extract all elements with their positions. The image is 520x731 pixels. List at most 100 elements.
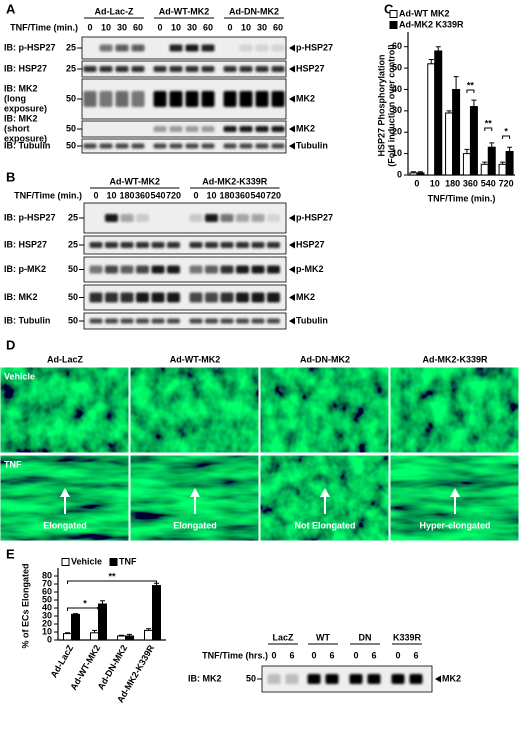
band bbox=[131, 66, 145, 72]
arrow-head bbox=[289, 95, 295, 103]
lane-label: 6 bbox=[289, 650, 294, 660]
blot-strip bbox=[81, 120, 287, 138]
band bbox=[205, 265, 218, 274]
error-bar bbox=[127, 633, 132, 636]
lane-label: 0 bbox=[157, 22, 162, 32]
bar bbox=[452, 88, 461, 176]
band bbox=[409, 674, 423, 684]
arrow-head bbox=[289, 317, 295, 325]
band bbox=[220, 318, 234, 324]
error-bar bbox=[65, 632, 70, 634]
arrow-head bbox=[450, 488, 460, 497]
lane-label: 60 bbox=[203, 22, 213, 32]
bar bbox=[445, 112, 454, 176]
band bbox=[189, 318, 203, 324]
mw-label: 50 bbox=[68, 292, 78, 302]
band bbox=[120, 265, 134, 274]
antibody-label: IB: p-HSP27 bbox=[4, 42, 56, 52]
lane-label: 10 bbox=[101, 22, 111, 32]
target-label: Tubulin bbox=[296, 140, 328, 150]
error-bar bbox=[500, 161, 506, 165]
band bbox=[205, 214, 218, 222]
group-label: Ad-WT-MK2 bbox=[159, 6, 210, 16]
x-tick-label: Ad-LacZ bbox=[49, 643, 76, 680]
band bbox=[136, 242, 149, 248]
band bbox=[220, 242, 234, 248]
band bbox=[189, 292, 203, 303]
micrograph-frame bbox=[129, 454, 260, 542]
mw-label: 50 bbox=[246, 673, 256, 683]
mw-label: 50 bbox=[68, 315, 78, 325]
band bbox=[105, 265, 118, 274]
band bbox=[99, 66, 113, 72]
mw-label: 25 bbox=[68, 239, 78, 249]
antibody-label: IB: HSP27 bbox=[4, 63, 47, 73]
band bbox=[271, 44, 285, 52]
significance-label: ** bbox=[467, 80, 475, 90]
band bbox=[120, 214, 134, 222]
band bbox=[131, 44, 145, 52]
error-bar bbox=[453, 76, 459, 90]
bar bbox=[434, 50, 443, 176]
legend-label: Ad-MK2 K339R bbox=[399, 19, 464, 29]
lane-label: 10 bbox=[171, 22, 181, 32]
bar bbox=[117, 635, 126, 641]
y-tick-label: 30 bbox=[392, 105, 402, 115]
lane-label: 0 bbox=[193, 190, 198, 200]
band bbox=[201, 91, 215, 107]
micrograph-frame bbox=[389, 454, 520, 542]
band bbox=[220, 292, 234, 303]
band bbox=[267, 292, 280, 303]
band bbox=[151, 242, 165, 248]
band bbox=[153, 91, 167, 107]
lane-label: 0 bbox=[353, 650, 358, 660]
error-bar bbox=[100, 600, 105, 604]
lane-label: 540 bbox=[250, 190, 265, 200]
band bbox=[267, 214, 280, 222]
mw-label: 50 bbox=[66, 93, 76, 103]
y-tick-label: 0 bbox=[47, 634, 52, 644]
legend-swatch bbox=[61, 558, 70, 566]
lane-label: 720 bbox=[266, 190, 281, 200]
lane-label: 180 bbox=[119, 190, 134, 200]
band bbox=[169, 126, 183, 132]
band bbox=[83, 91, 97, 107]
band bbox=[307, 674, 321, 684]
group-label: Ad-Lac-Z bbox=[95, 6, 134, 16]
lane-label: 360 bbox=[235, 190, 250, 200]
antibody-label: IB: p-MK2 bbox=[4, 264, 46, 274]
band bbox=[105, 318, 118, 324]
error-bar bbox=[417, 171, 423, 173]
band bbox=[220, 265, 234, 274]
antibody-label: IB: MK2 bbox=[4, 83, 38, 93]
band bbox=[105, 214, 118, 222]
lane-label: 6 bbox=[371, 650, 376, 660]
band bbox=[115, 143, 129, 149]
band bbox=[239, 91, 253, 107]
antibody-label: IB: MK2 bbox=[4, 292, 38, 302]
band bbox=[153, 66, 167, 72]
antibody-label: IB: HSP27 bbox=[4, 239, 47, 249]
significance-label: * bbox=[504, 126, 508, 136]
blot-strip bbox=[81, 60, 287, 78]
arrow-head bbox=[289, 266, 295, 273]
x-tick-label: 0 bbox=[414, 178, 419, 188]
column-label: Ad-MK2-K339R bbox=[422, 354, 488, 364]
legend-swatch bbox=[109, 558, 118, 566]
band bbox=[271, 91, 285, 107]
group-label: Ad-MK2-K339R bbox=[202, 176, 268, 186]
band bbox=[205, 292, 218, 303]
band bbox=[185, 66, 199, 72]
lane-label: 0 bbox=[311, 650, 316, 660]
band bbox=[151, 265, 165, 274]
significance-label: * bbox=[97, 604, 101, 614]
y-tick-label: 70 bbox=[42, 578, 52, 588]
time-label: TNF/Time (min.) bbox=[14, 190, 82, 200]
band bbox=[236, 242, 249, 248]
target-label: Tubulin bbox=[296, 315, 328, 325]
band bbox=[223, 143, 237, 149]
panel-label: B bbox=[6, 169, 15, 184]
mw-label: 50 bbox=[68, 264, 78, 274]
band bbox=[115, 91, 129, 107]
